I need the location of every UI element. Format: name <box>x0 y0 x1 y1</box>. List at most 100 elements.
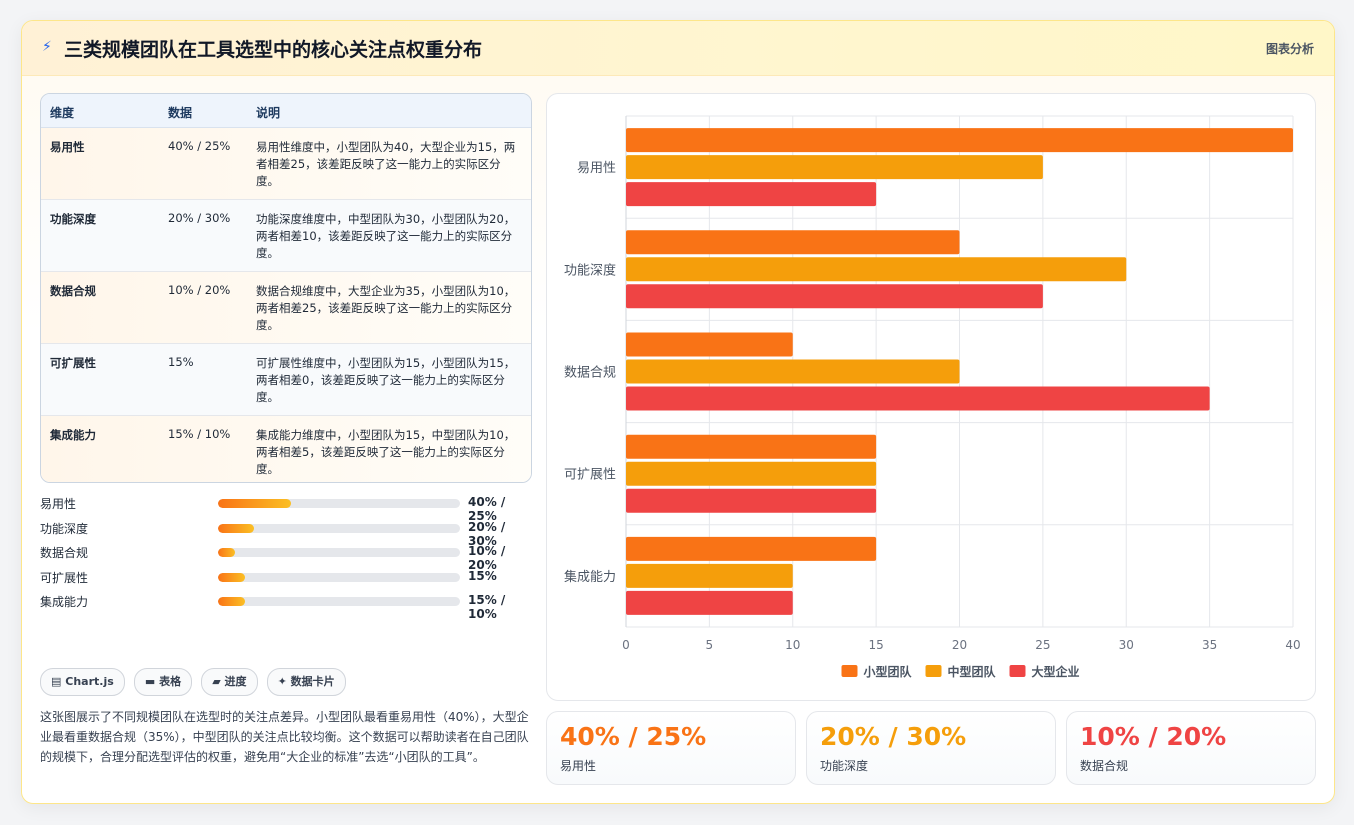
x-tick-label: 10 <box>785 638 800 652</box>
stat-value: 40% / 25% <box>560 722 707 751</box>
description-text: 这张图展示了不同规模团队在选型时的关注点差异。小型团队最看重易用性（40%），大… <box>40 710 529 764</box>
chip-label: Chart.js <box>65 675 114 688</box>
bar-small-4 <box>626 536 877 561</box>
row-note: 数据合规维度中，大型企业为35，小型团队为10，两者相差25，该差距反映了这一能… <box>256 284 516 332</box>
stat-value: 10% / 20% <box>1080 722 1227 751</box>
progress-value: 10% / 20% <box>468 544 506 573</box>
stat-card: 40% / 25% 易用性 <box>546 711 796 785</box>
stat-card: 10% / 20% 数据合规 <box>1066 711 1316 785</box>
chip-data-card[interactable]: ✦ 数据卡片 <box>266 668 346 696</box>
chip-label: 进度 <box>224 675 247 688</box>
bar-large-2 <box>626 386 1210 411</box>
sparkle-icon: ✦ <box>277 675 287 688</box>
legend-swatch <box>1009 665 1026 677</box>
bar-large-4 <box>626 590 793 615</box>
chip-progress[interactable]: ▰ 进度 <box>201 668 258 696</box>
row-dimension: 易用性 <box>50 140 85 154</box>
row-dimension: 可扩展性 <box>50 356 96 370</box>
row-data: 15% / 10% <box>168 427 231 441</box>
progress-value: 15% / 10% <box>468 593 506 622</box>
bar-large-1 <box>626 284 1043 309</box>
progress-fill <box>218 548 235 558</box>
data-table: 维度 数据 说明 易用性 40% / 25% 易用性维度中，小型团队为40，大型… <box>40 93 532 483</box>
table-row: 可扩展性 15% 可扩展性维度中，小型团队为15，小型团队为15，两者相差0，该… <box>41 344 531 416</box>
row-dimension: 功能深度 <box>50 212 96 226</box>
progress-track <box>218 499 460 508</box>
y-tick-label: 功能深度 <box>564 262 616 278</box>
x-tick-label: 35 <box>1202 638 1217 652</box>
legend-swatch <box>841 665 858 677</box>
progress-label: 功能深度 <box>40 521 89 536</box>
progress-row: 可扩展性 15% <box>40 566 532 591</box>
y-tick-label: 集成能力 <box>564 569 616 585</box>
x-tick-label: 30 <box>1119 638 1134 652</box>
bar-mid-3 <box>626 461 877 486</box>
chip-label: 数据卡片 <box>290 675 335 688</box>
table-row: 易用性 40% / 25% 易用性维度中，小型团队为40，大型企业为15，两者相… <box>41 128 531 200</box>
progress-fill <box>218 523 255 533</box>
progress-fill <box>218 597 245 607</box>
table-row: 数据合规 10% / 20% 数据合规维度中，大型企业为35，小型团队为10，两… <box>41 272 531 344</box>
x-tick-label: 20 <box>952 638 967 652</box>
progress-track <box>218 597 460 607</box>
stat-label: 易用性 <box>560 759 597 773</box>
progress-value: 40% / 25% <box>468 495 506 523</box>
y-tick-label: 可扩展性 <box>564 468 616 483</box>
legend-label: 小型团队 <box>864 664 913 679</box>
row-data: 20% / 30% <box>168 211 231 225</box>
chip-table[interactable]: ▬ 表格 <box>133 668 193 696</box>
progress-label: 可扩展性 <box>40 570 89 585</box>
progress-row: 数据合规 10% / 20% <box>40 541 532 572</box>
bar-mid-0 <box>626 155 1043 180</box>
row-dimension: 数据合规 <box>50 284 96 298</box>
x-tick-label: 25 <box>1035 638 1050 652</box>
column-header-dimension: 维度 <box>50 106 75 120</box>
bar-mid-1 <box>626 257 1127 282</box>
chip-chartjs[interactable]: ▤ Chart.js <box>40 668 125 696</box>
table-icon: ▬ <box>144 675 156 688</box>
bar-mid-4 <box>626 563 793 588</box>
progress-label: 集成能力 <box>40 595 89 610</box>
progress-fill <box>218 572 245 582</box>
table-row: 功能深度 20% / 30% 功能深度维度中，中型团队为30，小型团队为20，两… <box>41 200 531 272</box>
progress-label: 数据合规 <box>40 546 89 561</box>
progress-row: 集成能力 15% / 10% <box>40 590 532 621</box>
progress-row: 易用性 40% / 25% <box>40 492 532 523</box>
bar-chart-panel: 0 5 10 15 20 25 30 35 40 易用性 功能深度 数据合规 可扩展性 集成能力 小型团队 中… <box>546 93 1316 701</box>
progress-value: 15% <box>468 568 497 583</box>
legend-label: 大型企业 <box>1032 664 1080 679</box>
row-note: 集成能力维度中，小型团队为15，中型团队为10，两者相差5，该差距反映了这一能力… <box>256 428 516 476</box>
stat-label: 数据合规 <box>1080 759 1129 773</box>
row-note: 可扩展性维度中，小型团队为15，小型团队为15，两者相差0，该差距反映了这一能力… <box>256 356 516 404</box>
y-tick-label: 数据合规 <box>564 366 616 381</box>
progress-value: 20% / 30% <box>468 519 506 548</box>
row-note: 功能深度维度中，中型团队为30，小型团队为20，两者相差10，该差距反映了这一能… <box>256 212 516 260</box>
stat-label: 功能深度 <box>820 759 869 773</box>
legend-swatch <box>925 665 942 677</box>
x-tick-label: 5 <box>706 638 714 652</box>
bar-large-3 <box>626 488 877 513</box>
stat-card: 20% / 30% 功能深度 <box>806 711 1056 785</box>
y-tick-label: 易用性 <box>577 161 616 176</box>
bar-small-2 <box>626 332 793 357</box>
row-data: 15% <box>168 355 194 369</box>
progress-track <box>218 523 460 533</box>
header-tag: 图表分析 <box>1265 42 1314 56</box>
x-tick-label: 15 <box>868 638 883 652</box>
bar-small-3 <box>626 434 877 459</box>
bar-mid-2 <box>626 359 960 384</box>
progress-label: 易用性 <box>40 497 77 511</box>
column-header-data: 数据 <box>168 106 193 120</box>
stat-value: 20% / 30% <box>820 722 967 751</box>
table-header: 维度 数据 说明 <box>41 94 531 128</box>
bar-small-0 <box>626 128 1293 153</box>
row-data: 40% / 25% <box>168 139 231 153</box>
chip-list: ▤ Chart.js ▬ 表格 ▰ 进度 ✦ 数据卡片 <box>40 668 350 696</box>
progress-track <box>218 548 460 558</box>
progress-track <box>218 572 460 582</box>
row-dimension: 集成能力 <box>50 428 96 442</box>
chip-label: 表格 <box>159 675 182 688</box>
row-data: 10% / 20% <box>168 283 231 297</box>
progress-fill <box>218 499 291 508</box>
